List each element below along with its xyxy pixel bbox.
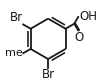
Text: me: me bbox=[5, 48, 23, 58]
Text: Br: Br bbox=[10, 11, 23, 24]
Text: Br: Br bbox=[42, 68, 55, 81]
Text: OH: OH bbox=[79, 10, 97, 23]
Text: O: O bbox=[74, 31, 83, 44]
